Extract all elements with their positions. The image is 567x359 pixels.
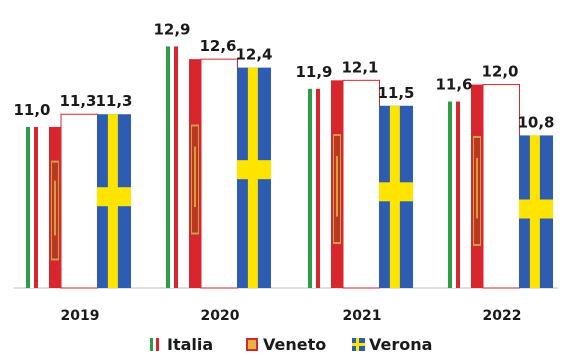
bar-verona-2019 bbox=[97, 114, 131, 288]
bar-verona-2021 bbox=[379, 105, 413, 288]
value-label-italia-2020: 12,9 bbox=[153, 20, 190, 38]
legend-label-italia: Italia bbox=[167, 335, 213, 354]
bar-frame-2022 bbox=[482, 84, 520, 289]
bar-italia-2022 bbox=[448, 101, 460, 289]
legend-swatch-veneto bbox=[246, 338, 258, 351]
value-label-italia-2022: 11,6 bbox=[435, 76, 472, 94]
category-label-2020: 2020 bbox=[201, 308, 240, 324]
value-label-verona-2019: 11,3 bbox=[95, 92, 132, 110]
legend-item-italia: Italia bbox=[150, 335, 213, 354]
bar-frame-2021 bbox=[342, 79, 380, 289]
category-label-2022: 2022 bbox=[483, 308, 522, 324]
bar-verona-2022 bbox=[519, 135, 553, 288]
value-labels-layer: 11,0 11,3 12,9 12,612,4 11,9 12,1 11,5 11,6 12,0… bbox=[13, 20, 554, 131]
bars-layer bbox=[26, 46, 553, 289]
bar-frame-2020 bbox=[200, 58, 238, 289]
bar-veneto-2020 bbox=[189, 59, 201, 289]
value-label-verona-2020: 12,4 bbox=[235, 46, 272, 64]
value-label-italia-2019: 11,0 bbox=[13, 101, 50, 119]
value-label-verona-2021: 11,5 bbox=[377, 84, 414, 102]
category-labels-layer: 2019 2020 2021 2022 bbox=[61, 308, 522, 324]
bar-verona-2020 bbox=[237, 67, 271, 288]
bar-italia-2019 bbox=[26, 126, 38, 288]
legend-item-verona: Verona bbox=[352, 335, 432, 354]
value-label-extra-2019: 11,3 bbox=[59, 92, 96, 110]
bar-veneto-2019 bbox=[49, 126, 61, 288]
bar-italia-2021 bbox=[308, 88, 320, 288]
bar-italia-2020 bbox=[166, 46, 178, 288]
category-label-2019: 2019 bbox=[61, 308, 100, 324]
value-label-italia-2021: 11,9 bbox=[295, 63, 332, 81]
value-label-verona-2022: 10,8 bbox=[517, 113, 554, 131]
legend-swatch-verona bbox=[352, 338, 365, 351]
category-label-2021: 2021 bbox=[343, 308, 382, 324]
legend-label-verona: Verona bbox=[369, 335, 432, 354]
legend: Italia Veneto Verona bbox=[150, 335, 432, 354]
bar-veneto-2022 bbox=[471, 84, 483, 288]
legend-label-veneto: Veneto bbox=[263, 335, 326, 354]
value-label-veneto-2020: 12,6 bbox=[199, 37, 236, 55]
legend-item-veneto: Veneto bbox=[246, 335, 326, 354]
legend-swatch-italia bbox=[150, 338, 159, 351]
value-label-veneto-2021: 12,1 bbox=[341, 58, 378, 76]
bar-frame-2019 bbox=[60, 113, 98, 289]
bar-veneto-2021 bbox=[331, 80, 343, 288]
value-label-veneto-2022: 12,0 bbox=[481, 63, 518, 81]
